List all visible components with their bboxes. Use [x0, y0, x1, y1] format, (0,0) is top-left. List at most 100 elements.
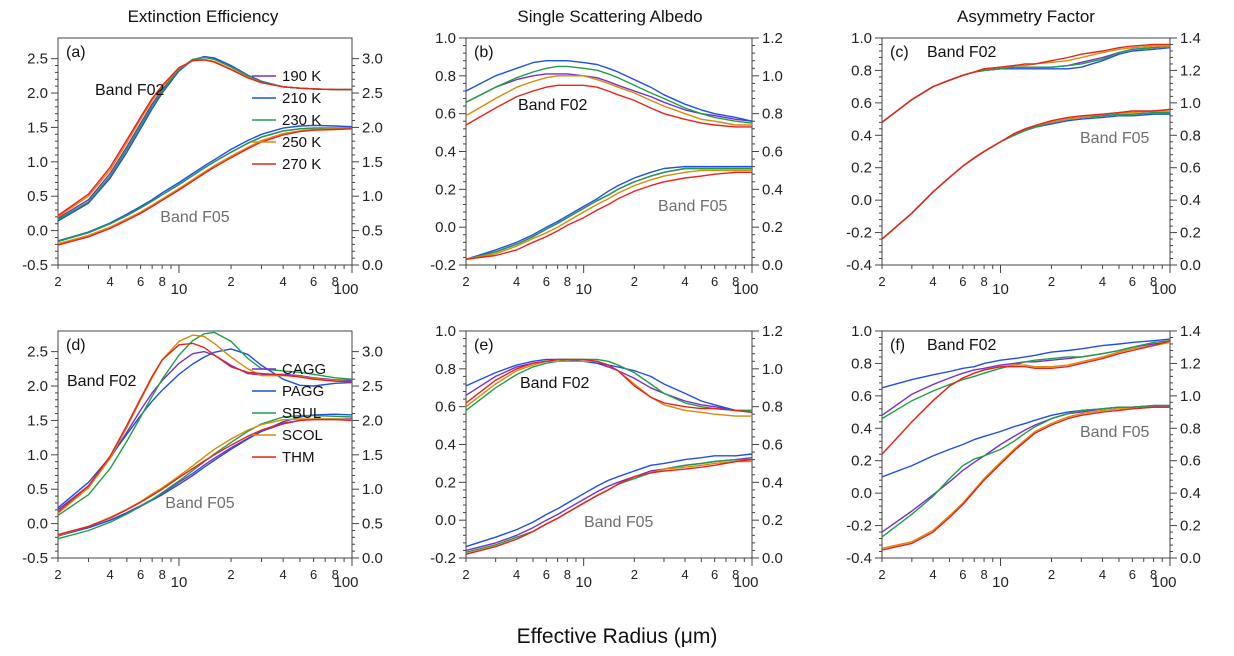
y-tick-label: 0.2	[435, 474, 456, 491]
y-tick-label: 0.5	[27, 188, 48, 205]
panel-label: (c)	[890, 44, 909, 61]
y2-tick-label: 1.2	[1180, 355, 1201, 372]
series-line-sbul-f02	[465, 358, 752, 412]
legend-label: 210 K	[282, 90, 321, 107]
series-line-210-k-f05	[465, 165, 752, 260]
y-tick-label: -0.2	[846, 518, 872, 535]
y2-tick-label: 0.5	[362, 223, 383, 240]
y2-tick-label: 1.2	[762, 323, 783, 340]
panel-label: (b)	[474, 44, 494, 61]
y-tick-label: 0.0	[851, 192, 872, 209]
series-line-thm-f02	[57, 342, 353, 513]
y-tick-label: 0.6	[851, 95, 872, 112]
band-label-f02: Band F02	[927, 337, 996, 354]
x-tick-label: 6	[310, 567, 317, 582]
series-line-thm-f02	[881, 340, 1171, 455]
y2-tick-label: 0.2	[1180, 518, 1201, 535]
y-tick-label: 0.0	[435, 219, 456, 236]
y-tick-label: 0.0	[435, 512, 456, 529]
band-label-f05: Band F05	[584, 514, 653, 531]
series-line-210-k-f02	[465, 60, 753, 122]
panel-a: -0.5 0.0 0.5 1.0 1.5 2.0 2.5 0.0 0.5 1.0 1.5 2.0 2.5…	[22, 37, 383, 298]
y2-tick-label: 0.2	[762, 219, 783, 236]
y-tick-label: 0.8	[435, 68, 456, 85]
panel-label: (d)	[66, 337, 86, 354]
x-tick-label: 2	[54, 567, 61, 582]
band-label-f05: Band F05	[1080, 130, 1149, 147]
series-line-pagg-f02	[57, 348, 353, 509]
y-tick-label: 1.0	[435, 323, 456, 340]
series-line-250-k-f02	[881, 45, 1170, 123]
y-tick-label: 0.2	[851, 160, 872, 177]
x-tick-label: 4	[1099, 274, 1106, 289]
y2-tick-label: 2.5	[362, 378, 383, 395]
y-tick-label: 2.5	[27, 51, 48, 68]
legend-label: SCOL	[282, 427, 323, 444]
series-line-270-k-f05	[465, 171, 752, 260]
panel-label: (f)	[890, 337, 905, 354]
y-tick-label: 1.0	[851, 30, 872, 47]
y2-tick-label: 1.4	[1180, 323, 1201, 340]
y-tick-label: 0.0	[851, 485, 872, 502]
series-line-sbul-f02	[881, 340, 1171, 420]
y2-tick-label: 1.2	[1180, 62, 1201, 79]
x-tick-label: 4	[280, 274, 287, 289]
column-title-asymmetry: Asymmetry Factor	[957, 7, 1095, 26]
x-tick-label: 6	[711, 567, 718, 582]
series-line-190-k-f02	[881, 45, 1171, 123]
x-tick-label: 8	[332, 567, 339, 582]
y2-tick-label: 1.0	[1180, 95, 1201, 112]
x-tick-label: 100	[333, 574, 358, 591]
legend-label: 270 K	[282, 156, 321, 173]
x-tick-label: 100	[1151, 574, 1176, 591]
series-line-sbul-f02	[57, 331, 353, 516]
panel-d: -0.5 0.0 0.5 1.0 1.5 2.0 2.5 0.0 0.5 1.0 1.5 2.0 2.5…	[22, 330, 383, 591]
y2-tick-label: 0.8	[1180, 127, 1201, 144]
y2-tick-label: 0.0	[1180, 257, 1201, 274]
x-tick-label: 4	[929, 274, 936, 289]
series-line-230-k-f05	[465, 167, 752, 260]
x-tick-label: 6	[543, 274, 550, 289]
series-line-230-k-f02	[465, 65, 753, 124]
x-tick-label: 100	[733, 574, 758, 591]
legend-label: THM	[282, 449, 315, 466]
y2-tick-label: 0.5	[362, 516, 383, 533]
x-tick-label: 8	[732, 274, 739, 289]
band-label-f02: Band F02	[520, 375, 589, 392]
plot-frame	[881, 37, 1171, 266]
y-tick-label: 1.5	[27, 119, 48, 136]
series-line-thm-f02	[465, 358, 753, 413]
x-tick-label: 2	[462, 567, 469, 582]
x-tick-label: 2	[631, 274, 638, 289]
series-line-pagg-f05	[465, 453, 753, 548]
band-label-f05: Band F05	[658, 198, 727, 215]
y-tick-label: -0.2	[430, 550, 456, 567]
x-tick-label: 6	[137, 274, 144, 289]
y-tick-label: 1.0	[27, 154, 48, 171]
panel-e: -0.2 0.0 0.2 0.4 0.6 0.8 1.0 0.0 0.2 0.4 0.6 0.8 1.0…	[430, 323, 783, 591]
y-tick-label: -0.4	[846, 550, 872, 567]
series-line-210-k-f05	[57, 124, 353, 242]
series-line-270-k-f02	[881, 43, 1170, 123]
x-tick-label: 10	[992, 281, 1009, 298]
x-tick-label: 8	[980, 567, 987, 582]
y2-tick-label: 2.0	[362, 119, 383, 136]
x-tick-label: 2	[1048, 274, 1055, 289]
y-tick-label: -0.5	[22, 550, 48, 567]
series-line-250-k-f05	[465, 169, 752, 260]
legend-label: PAGG	[282, 383, 324, 400]
y-tick-label: 1.0	[27, 447, 48, 464]
x-tick-label: 6	[711, 274, 718, 289]
plot-frame	[57, 37, 353, 266]
y2-tick-label: 1.0	[1180, 388, 1201, 405]
series-line-cagg-f02	[881, 341, 1171, 416]
plot-frame	[57, 330, 353, 559]
column-title-albedo: Single Scattering Albedo	[517, 7, 702, 26]
y2-tick-label: 1.4	[1180, 30, 1201, 47]
x-tick-label: 2	[227, 567, 234, 582]
plot-frame	[881, 330, 1171, 559]
series-line-sbul-f05	[881, 404, 1170, 538]
x-tick-label: 4	[280, 567, 287, 582]
column-title-extinction: Extinction Efficiency	[128, 7, 279, 26]
